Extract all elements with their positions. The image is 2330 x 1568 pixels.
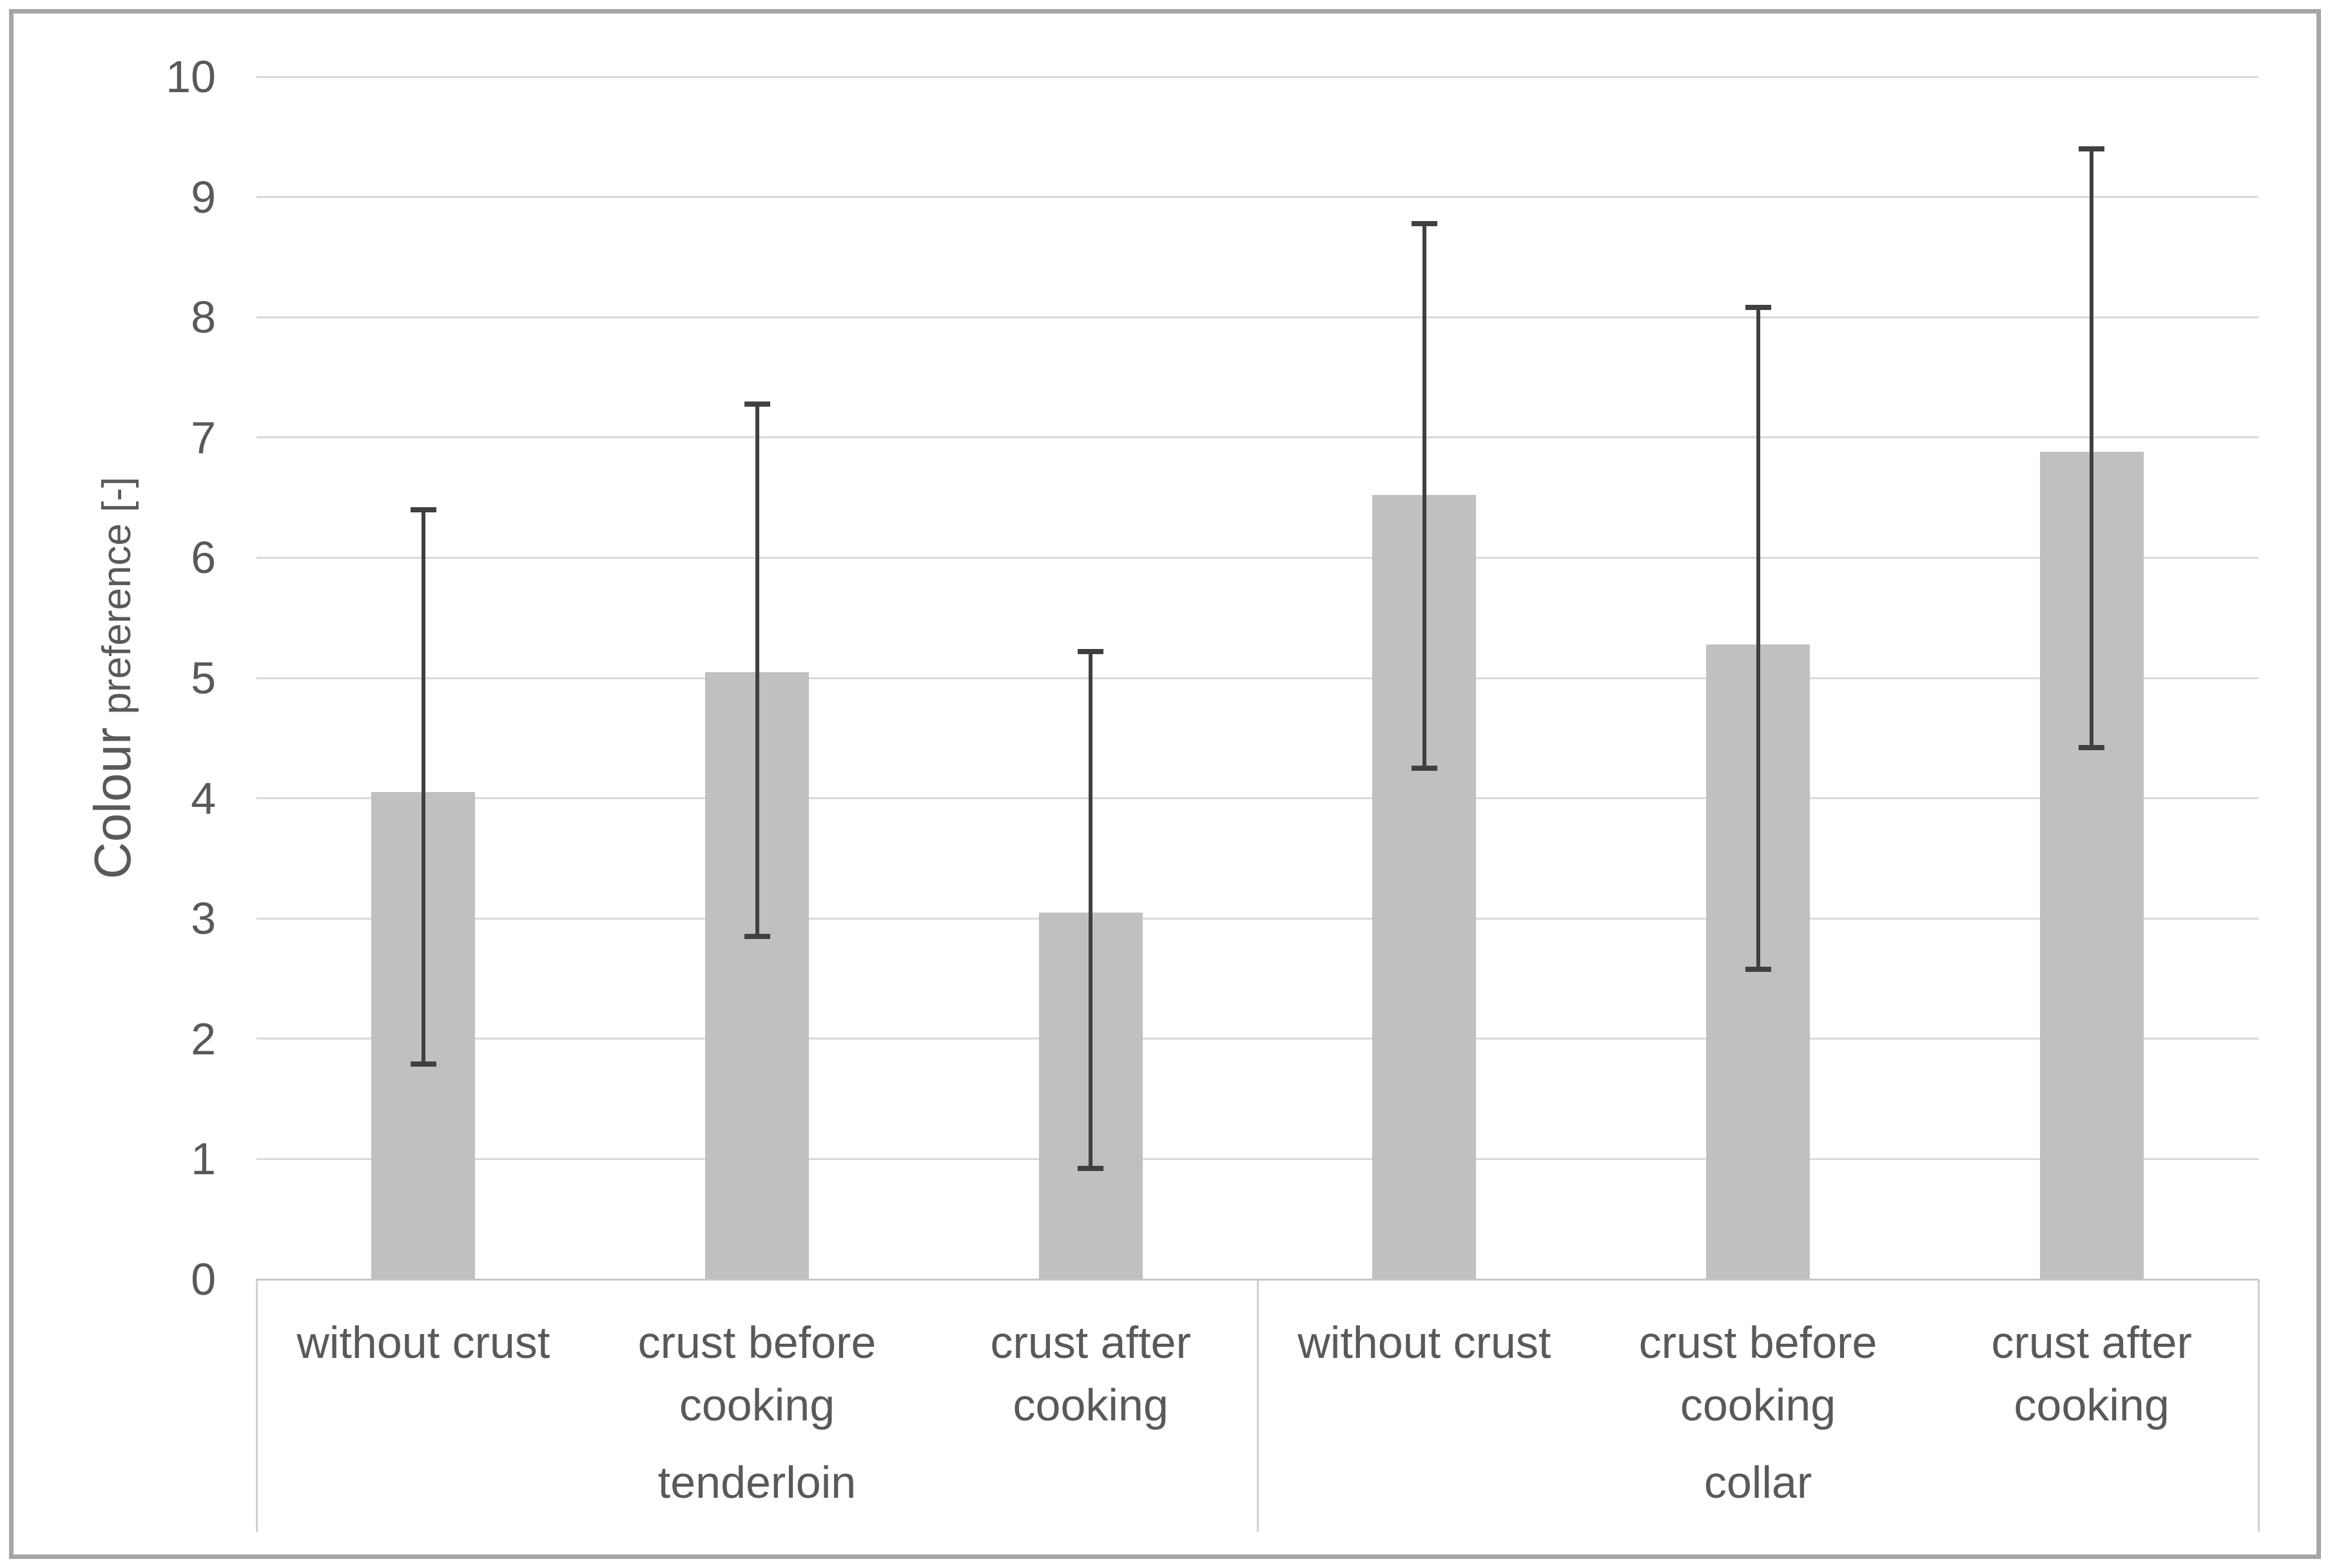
error-bar-cap-top — [1411, 220, 1437, 226]
error-bar-stem — [421, 509, 425, 1064]
gridline — [257, 556, 2258, 559]
group-label: tenderloin — [657, 1457, 857, 1507]
category-label: crust after cooking — [990, 1317, 1191, 1430]
y-tick-label: 3 — [191, 893, 216, 944]
gridline — [257, 1157, 2258, 1160]
error-bar-cap-bottom — [410, 1061, 436, 1067]
y-tick-label: 10 — [166, 52, 216, 102]
gridline — [257, 75, 2258, 78]
y-tick-label: 6 — [191, 532, 216, 583]
category-axis-divider — [255, 1279, 258, 1532]
y-tick-label: 7 — [191, 412, 216, 463]
gridline — [257, 1038, 2258, 1040]
x-axis-baseline — [257, 1278, 2258, 1281]
category-label: crust before cooking — [1638, 1317, 1878, 1430]
y-tick-label: 4 — [191, 773, 216, 824]
gridline — [257, 436, 2258, 439]
y-axis-title-sub: preference [-] — [95, 476, 139, 715]
gridline — [257, 917, 2258, 920]
category-label: without crust — [296, 1317, 550, 1368]
error-bar-stem — [1422, 223, 1426, 768]
group-label: collar — [1704, 1457, 1812, 1507]
error-bar-cap-bottom — [2079, 745, 2105, 751]
error-bar-stem — [755, 403, 759, 937]
gridline — [257, 797, 2258, 800]
error-bar-stem — [2090, 148, 2094, 748]
error-bar-cap-bottom — [1078, 1166, 1104, 1172]
y-tick-label: 9 — [191, 171, 216, 222]
error-bar-cap-bottom — [744, 934, 770, 940]
error-bar-cap-top — [2079, 146, 2105, 151]
y-tick-label: 8 — [191, 292, 216, 343]
gridline — [257, 196, 2258, 198]
error-bar-cap-bottom — [1411, 765, 1437, 771]
y-tick-label: 5 — [191, 653, 216, 703]
y-axis-title-main: Colour — [84, 727, 141, 880]
error-bar-stem — [1756, 307, 1760, 969]
gridline — [257, 677, 2258, 679]
category-label: crust after cooking — [1991, 1317, 2192, 1430]
category-label: crust before cooking — [637, 1317, 877, 1430]
category-label: without crust — [1297, 1317, 1551, 1368]
y-tick-label: 0 — [191, 1254, 216, 1304]
error-bar-cap-top — [410, 507, 436, 512]
gridline — [257, 316, 2258, 318]
y-tick-label: 2 — [191, 1013, 216, 1064]
error-bar-cap-top — [1745, 305, 1771, 311]
error-bar-stem — [1089, 651, 1093, 1169]
error-bar-cap-top — [1078, 648, 1104, 654]
category-axis-divider — [2257, 1279, 2260, 1532]
error-bar-cap-top — [744, 401, 770, 407]
error-bar-cap-bottom — [1745, 966, 1771, 972]
category-axis-divider — [1256, 1279, 1259, 1532]
y-tick-label: 1 — [191, 1134, 216, 1185]
